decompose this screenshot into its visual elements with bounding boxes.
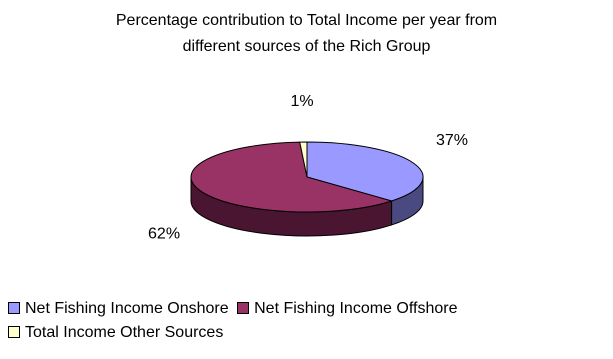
pie-slices — [190, 141, 424, 213]
legend-swatch-other-sources — [8, 326, 20, 338]
pie-slice-onshore — [306, 141, 424, 202]
data-labels: 37% 62% 1% — [148, 93, 468, 243]
data-label-offshore: 62% — [148, 226, 180, 243]
legend-swatch-offshore — [237, 302, 250, 314]
data-label-other-sources: 1% — [290, 93, 313, 110]
chart-title-line-2: different sources of the Rich Group — [182, 38, 431, 55]
pie-chart: 37% 62% 1% — [148, 93, 468, 243]
legend: Net Fishing Income Onshore Net Fishing I… — [8, 297, 461, 345]
legend-label-offshore: Net Fishing Income Offshore — [254, 300, 458, 317]
legend-item-onshore: Net Fishing Income Onshore — [8, 297, 229, 321]
pie-slice-offshore — [190, 141, 394, 213]
chart-title: Percentage contribution to Total Income … — [0, 8, 613, 60]
pie-slice-other-sources — [299, 141, 308, 178]
legend-swatch-onshore — [8, 302, 20, 314]
data-label-onshore: 37% — [436, 132, 468, 149]
legend-label-other-sources: Total Income Other Sources — [25, 324, 224, 341]
chart-title-line-1: Percentage contribution to Total Income … — [115, 12, 498, 29]
legend-item-other-sources: Total Income Other Sources — [8, 321, 223, 345]
legend-label-onshore: Net Fishing Income Onshore — [25, 300, 229, 317]
legend-item-offshore: Net Fishing Income Offshore — [237, 297, 457, 321]
